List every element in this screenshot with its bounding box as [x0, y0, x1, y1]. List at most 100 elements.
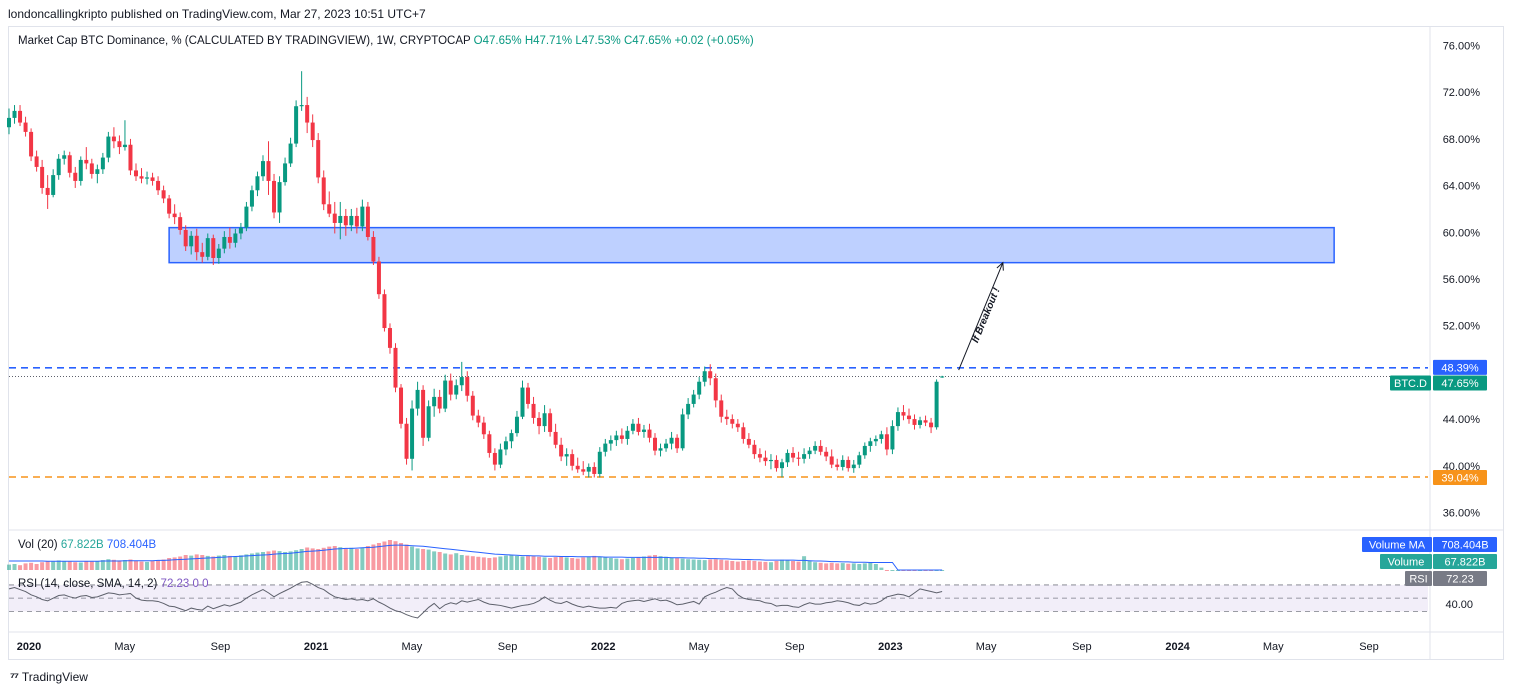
- candle: [354, 207, 359, 234]
- time-tick: 2021: [304, 641, 328, 653]
- candle-body: [498, 449, 503, 465]
- candle: [575, 457, 580, 473]
- candle: [890, 420, 895, 455]
- candle: [238, 222, 243, 240]
- candle: [531, 396, 536, 424]
- candle-body: [150, 177, 155, 181]
- volume-bar: [592, 555, 597, 570]
- candle: [796, 451, 801, 466]
- footer-brand[interactable]: TradingView: [21, 670, 88, 684]
- candle: [222, 231, 227, 254]
- candle-body: [67, 155, 72, 173]
- candle: [167, 194, 172, 219]
- candle-body: [183, 229, 188, 247]
- candle: [360, 199, 365, 232]
- volume-bar: [299, 549, 304, 570]
- candle-body: [912, 419, 917, 425]
- volume-bar: [570, 558, 575, 570]
- volume-bar: [387, 540, 392, 570]
- candle-body: [934, 381, 939, 428]
- volume-bar: [664, 556, 669, 570]
- rsi-legend: RSI (14, close, SMA, 14, 2) 72.23 0 0: [18, 578, 209, 590]
- volume-bar: [763, 561, 768, 570]
- candle: [807, 447, 812, 459]
- time-tick: Sep: [1359, 641, 1379, 653]
- candle-body: [227, 236, 232, 243]
- volume-bar: [404, 544, 409, 570]
- candle: [630, 419, 635, 435]
- candle-body: [78, 159, 83, 181]
- candle: [537, 412, 542, 435]
- candle: [150, 172, 155, 186]
- volume-ma-value-badge-bg: [1433, 537, 1497, 552]
- candle-body: [713, 378, 718, 401]
- candle: [371, 231, 376, 265]
- candle: [619, 428, 624, 444]
- candle: [785, 449, 790, 467]
- candle-body: [448, 380, 453, 395]
- volume-bar: [614, 558, 619, 570]
- time-tick: 2022: [591, 641, 615, 653]
- candle-body: [509, 433, 514, 442]
- volume-bar: [145, 561, 150, 570]
- candle-body: [432, 396, 437, 407]
- volume-bar: [205, 555, 210, 570]
- volume-bar: [537, 556, 542, 570]
- time-tick: May: [689, 641, 710, 653]
- volume-bar: [305, 547, 310, 570]
- candle-body: [514, 416, 519, 434]
- candle-body: [100, 157, 105, 170]
- candle-body: [161, 190, 166, 199]
- volume-bar: [89, 561, 94, 570]
- volume-bar: [824, 563, 829, 570]
- candle-body: [133, 170, 138, 177]
- volume-bar: [294, 550, 299, 570]
- volume-bar: [846, 563, 851, 570]
- volume-bar: [653, 555, 658, 570]
- candle: [884, 427, 889, 456]
- candle: [719, 394, 724, 423]
- candle: [779, 458, 784, 478]
- candle-body: [664, 443, 669, 449]
- volume-bar: [757, 561, 762, 570]
- candle: [288, 137, 293, 167]
- volume-bar: [680, 558, 685, 570]
- breakout-label: If Breakout !: [970, 286, 1003, 345]
- candle: [487, 430, 492, 458]
- candle: [614, 430, 619, 446]
- candle: [465, 371, 470, 402]
- rsi-value-badge-bg: [1433, 571, 1487, 586]
- levels-layer: [9, 367, 1428, 478]
- volume-bar: [277, 551, 282, 570]
- candle-body: [371, 236, 376, 262]
- volume-label-badge-text: Volume: [1388, 557, 1425, 569]
- annotation-layer: If Breakout !: [958, 261, 1004, 371]
- badges-layer: 48.39% 47.65% BTC.D 39.04% Volume MA 708.404B…: [1362, 359, 1497, 586]
- candle-body: [211, 238, 216, 258]
- candle-body: [244, 206, 249, 228]
- candle-body: [404, 423, 409, 459]
- candle: [724, 409, 729, 425]
- candle-body: [421, 389, 426, 438]
- price-tick: 40.00%: [1443, 461, 1481, 473]
- candle: [768, 454, 773, 470]
- candle: [625, 426, 630, 445]
- candle: [846, 456, 851, 472]
- volume-bar: [857, 564, 862, 570]
- volume-bar: [189, 555, 194, 570]
- candle-body: [630, 423, 635, 431]
- candle: [548, 408, 553, 437]
- volume-value-badge-bg: [1433, 554, 1497, 569]
- volume-bar: [194, 554, 199, 570]
- candle: [283, 157, 288, 186]
- candle: [266, 141, 271, 195]
- candle: [29, 128, 34, 162]
- price-badge-resistance-bg: [1433, 359, 1487, 375]
- candle: [205, 233, 210, 261]
- rsi-legend-label: RSI (14, close, SMA, 14, 2): [18, 578, 158, 590]
- candle: [581, 461, 586, 476]
- candle-body: [266, 161, 271, 181]
- candle-body: [581, 469, 586, 472]
- volume-bar: [410, 546, 415, 570]
